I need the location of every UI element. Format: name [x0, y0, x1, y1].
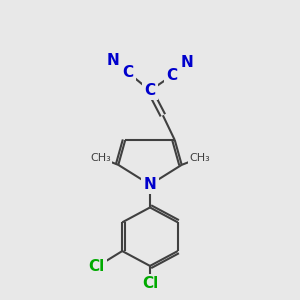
Text: Cl: Cl [88, 260, 105, 274]
Text: C: C [166, 68, 177, 83]
Text: C: C [144, 83, 156, 98]
Text: N: N [107, 53, 120, 68]
Text: N: N [144, 177, 156, 192]
Text: CH₃: CH₃ [90, 153, 111, 163]
Text: C: C [123, 65, 134, 80]
Text: N: N [180, 55, 193, 70]
Text: Cl: Cl [142, 276, 158, 291]
Text: CH₃: CH₃ [189, 153, 210, 163]
